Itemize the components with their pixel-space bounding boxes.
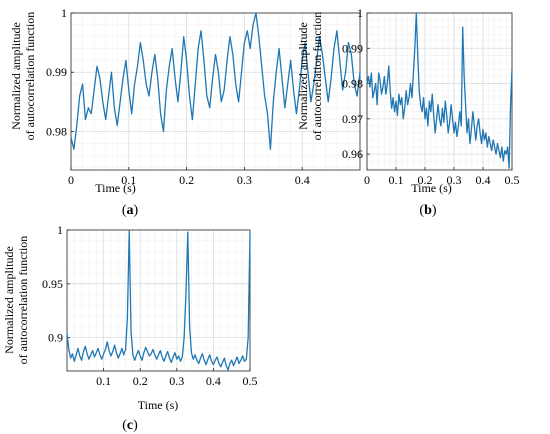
panel-b-label: (b) [419, 203, 436, 218]
panel-a-ylabel-line2: of autocorrelation function [23, 12, 37, 141]
panel-a-ylabel-line1: Normalized amplitude [9, 22, 23, 130]
panel-b-series-line [366, 12, 513, 169]
panel-b-xtick-label: 0.4 [476, 173, 491, 187]
panel-c-ylabel-line1: Normalized amplitude [2, 246, 16, 354]
panel-a-label-open: ( [122, 203, 127, 218]
panel-b-ylabel-line1: Normalized amplitude [296, 22, 310, 130]
panel-c-plot: 0.1 0.2 0.3 0.4 0.5 0.9 0.95 1 [42, 223, 258, 388]
panel-c-series-line [66, 230, 251, 371]
panel-a-series-line [70, 12, 361, 150]
panel-a-ytick-label: 1 [61, 6, 67, 20]
panel-c-ylabel-line2: of autocorrelation function [16, 236, 30, 365]
panel-b-xtick-label: 0.3 [447, 173, 462, 187]
panel-a-axes-box [70, 12, 361, 171]
panel-c-ytick-label: 0.9 [48, 331, 63, 345]
panel-a-xtick-label: 0.2 [179, 173, 194, 187]
panel-a-label-letter: a [127, 203, 134, 218]
panel-c: 0.1 0.2 0.3 0.4 0.5 0.9 0.95 1 Time (s) Normali… [2, 223, 258, 433]
panel-a-ytick-label: 0.98 [46, 124, 67, 138]
panel-c-xtick-label: 0.2 [133, 374, 148, 388]
panel-b-plot: 0 0.1 0.2 0.3 0.4 0.5 0.96 0.97 0.98 0.99 1 [342, 6, 520, 187]
panel-b-xtick-label: 0.1 [389, 173, 404, 187]
panel-c-label-letter: c [127, 418, 133, 433]
panel-c-label: (c) [122, 418, 138, 433]
panel-c-label-open: ( [122, 418, 127, 433]
panel-b-xlabel: Time (s) [411, 181, 452, 195]
panel-c-xtick-label: 0.1 [96, 374, 111, 388]
panel-a-xlabel: Time (s) [95, 181, 136, 195]
panel-b-ytick-label: 0.99 [342, 41, 363, 55]
panel-c-ytick-label: 1 [57, 223, 63, 237]
panel-b-ytick-label: 0.96 [342, 147, 363, 161]
panel-b-label-close: ) [432, 203, 437, 218]
panel-c-label-close: ) [133, 418, 138, 433]
panel-b-xtick-label: 0 [364, 173, 370, 187]
panel-c-xlabel: Time (s) [138, 398, 179, 412]
panel-a-label-close: ) [134, 203, 139, 218]
panel-b-xtick-label: 0.5 [505, 173, 520, 187]
panel-a-xtick-label: 0.3 [237, 173, 252, 187]
panel-a-label: (a) [122, 203, 139, 218]
panel-a-xtick-label: 0.4 [295, 173, 310, 187]
panel-b-ytick-label: 0.97 [342, 112, 363, 126]
panel-c-ytick-label: 0.95 [42, 277, 63, 291]
panel-c-xtick-label: 0.3 [169, 374, 184, 388]
panel-b-label-open: ( [419, 203, 424, 218]
panel-a: 0 0.1 0.2 0.3 0.4 0.98 0.99 1 Time (s) Normaliz… [9, 6, 361, 218]
panel-c-xtick-label: 0.5 [243, 374, 258, 388]
panel-a-xtick-label: 0 [68, 173, 74, 187]
panel-b-xtick-label: 0.2 [418, 173, 433, 187]
panel-c-xtick-label: 0.4 [206, 374, 221, 388]
panel-a-plot: 0 0.1 0.2 0.3 0.4 0.98 0.99 1 [46, 6, 361, 187]
panel-b-axes-box [366, 12, 513, 171]
panel-a-ytick-label: 0.99 [46, 65, 67, 79]
panel-b-label-letter: b [424, 203, 432, 218]
panel-a-xtick-label: 0.1 [121, 173, 136, 187]
panel-b-ylabel-line2: of autocorrelation function [310, 12, 324, 141]
panel-b: 0 0.1 0.2 0.3 0.4 0.5 0.96 0.97 0.98 0.99 1 Time (… [296, 6, 520, 218]
panel-c-axes-box [66, 229, 251, 372]
panel-b-ytick-label: 1 [357, 6, 363, 20]
panel-b-ytick-label: 0.98 [342, 77, 363, 91]
